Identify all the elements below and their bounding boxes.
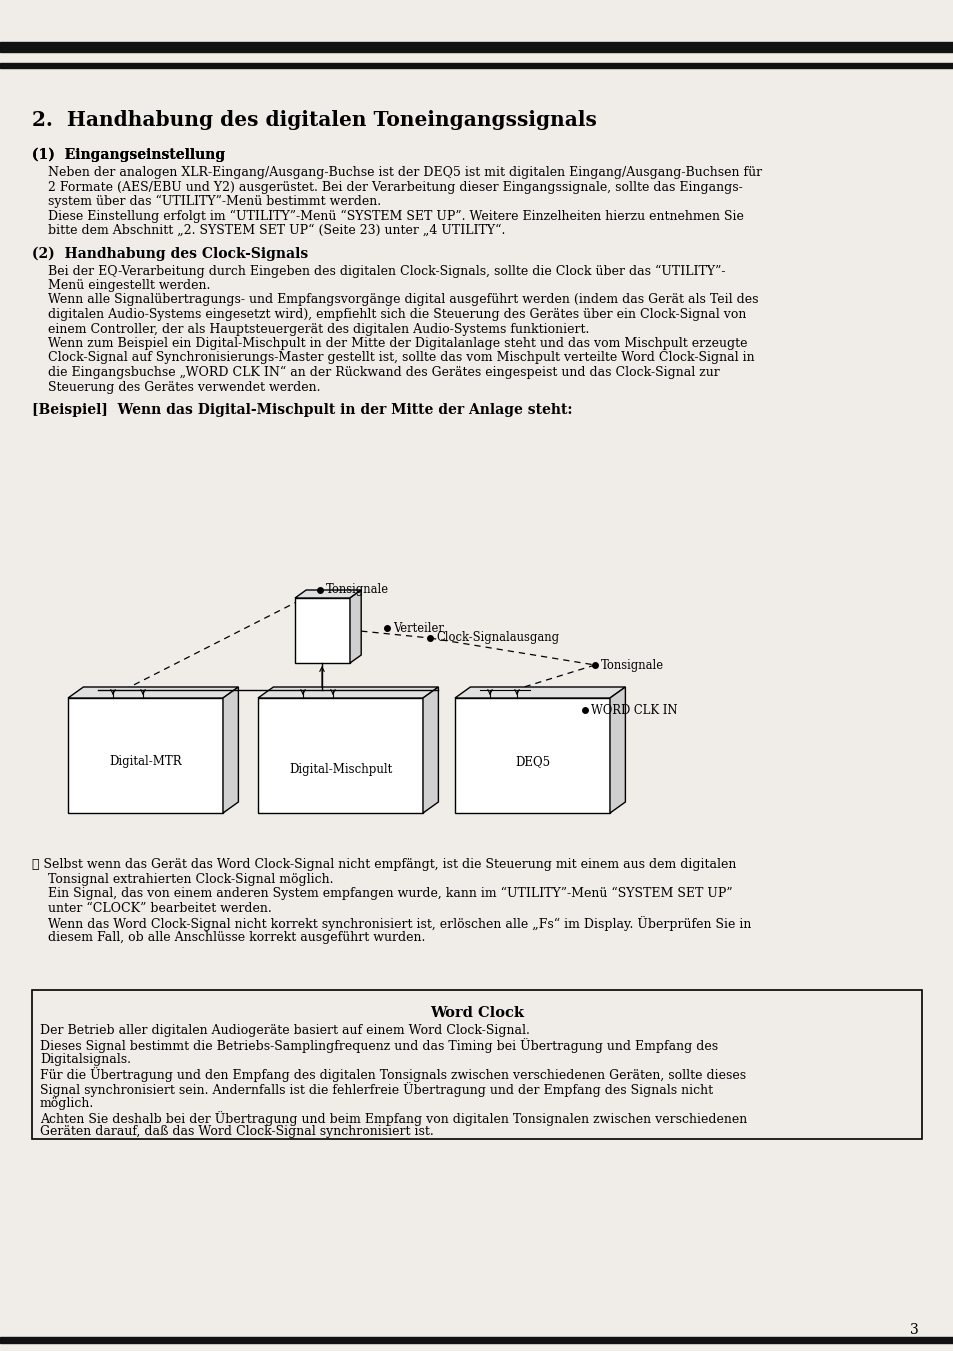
- Text: Tonsignale: Tonsignale: [600, 658, 663, 671]
- Polygon shape: [223, 688, 238, 813]
- Text: Digitalsignals.: Digitalsignals.: [40, 1052, 131, 1066]
- Text: (2)  Handhabung des Clock-Signals: (2) Handhabung des Clock-Signals: [32, 246, 308, 261]
- Text: Diese Einstellung erfolgt im “UTILITY”-Menü “SYSTEM SET UP”. Weitere Einzelheite: Diese Einstellung erfolgt im “UTILITY”-M…: [32, 209, 743, 223]
- Text: Clock-Signal auf Synchronisierungs-Master gestellt ist, sollte das vom Mischpult: Clock-Signal auf Synchronisierungs-Maste…: [32, 351, 754, 365]
- Text: ☆ Selbst wenn das Gerät das Word Clock-Signal nicht empfängt, ist die Steuerung : ☆ Selbst wenn das Gerät das Word Clock-S…: [32, 858, 736, 871]
- Polygon shape: [294, 590, 361, 598]
- Polygon shape: [257, 698, 422, 813]
- Text: Word Clock: Word Clock: [430, 1006, 523, 1020]
- Text: Wenn das Word Clock-Signal nicht korrekt synchronisiert ist, erlöschen alle „Fs“: Wenn das Word Clock-Signal nicht korrekt…: [32, 916, 751, 931]
- Polygon shape: [257, 688, 438, 698]
- Bar: [0, 1337, 953, 1343]
- Polygon shape: [68, 688, 238, 698]
- Text: Digital-MTR: Digital-MTR: [109, 755, 182, 767]
- Text: Tonsignale: Tonsignale: [326, 584, 389, 597]
- Text: WORD CLK IN: WORD CLK IN: [590, 704, 677, 716]
- Text: Neben der analogen XLR-Eingang/Ausgang-Buchse ist der DEQ5 ist mit digitalen Ein: Neben der analogen XLR-Eingang/Ausgang-B…: [32, 166, 761, 178]
- Text: Wenn zum Beispiel ein Digital-Mischpult in der Mitte der Digitalanlage steht und: Wenn zum Beispiel ein Digital-Mischpult …: [32, 336, 747, 350]
- Text: Signal synchronisiert sein. Andernfalls ist die fehlerfreie Übertragung und der : Signal synchronisiert sein. Andernfalls …: [40, 1082, 713, 1097]
- Text: Ein Signal, das von einem anderen System empfangen wurde, kann im “UTILITY”-Menü: Ein Signal, das von einem anderen System…: [32, 888, 732, 900]
- Text: Bei der EQ-Verarbeitung durch Eingeben des digitalen Clock-Signals, sollte die C: Bei der EQ-Verarbeitung durch Eingeben d…: [32, 265, 724, 278]
- Bar: [32, 990, 921, 1139]
- Text: Digital-Mischpult: Digital-Mischpult: [289, 763, 392, 775]
- Text: (1)  Eingangseinstellung: (1) Eingangseinstellung: [32, 149, 225, 162]
- Text: Steuerung des Gerätes verwendet werden.: Steuerung des Gerätes verwendet werden.: [32, 381, 320, 393]
- Text: unter “CLOCK” bearbeitet werden.: unter “CLOCK” bearbeitet werden.: [32, 901, 272, 915]
- Text: system über das “UTILITY”-Menü bestimmt werden.: system über das “UTILITY”-Menü bestimmt …: [32, 195, 381, 208]
- Text: möglich.: möglich.: [40, 1097, 94, 1109]
- Polygon shape: [422, 688, 438, 813]
- Text: einem Controller, der als Hauptsteuergerät des digitalen Audio-Systems funktioni: einem Controller, der als Hauptsteuerger…: [32, 323, 589, 335]
- Text: Geräten darauf, daß das Word Clock-Signal synchronisiert ist.: Geräten darauf, daß das Word Clock-Signa…: [40, 1125, 434, 1139]
- Text: Für die Übertragung und den Empfang des digitalen Tonsignals zwischen verschiede: Für die Übertragung und den Empfang des …: [40, 1067, 745, 1082]
- Text: Menü eingestellt werden.: Menü eingestellt werden.: [32, 280, 211, 292]
- Polygon shape: [68, 698, 223, 813]
- Text: 3: 3: [909, 1323, 918, 1337]
- Text: bitte dem Abschnitt „2. SYSTEM SET UP“ (Seite 23) unter „4 UTILITY“.: bitte dem Abschnitt „2. SYSTEM SET UP“ (…: [32, 224, 505, 236]
- Text: Wenn alle Signalübertragungs- und Empfangsvorgänge digital ausgeführt werden (in: Wenn alle Signalübertragungs- und Empfan…: [32, 293, 758, 307]
- Text: 2.  Handhabung des digitalen Toneingangssignals: 2. Handhabung des digitalen Toneingangss…: [32, 109, 597, 130]
- Text: die Eingangsbuchse „WORD CLK IN“ an der Rückwand des Gerätes eingespeist und das: die Eingangsbuchse „WORD CLK IN“ an der …: [32, 366, 719, 380]
- Text: [Beispiel]  Wenn das Digital-Mischpult in der Mitte der Anlage steht:: [Beispiel] Wenn das Digital-Mischpult in…: [32, 403, 572, 417]
- Text: Clock-Signalausgang: Clock-Signalausgang: [436, 631, 558, 644]
- Text: Verteiler: Verteiler: [393, 621, 443, 635]
- Text: digitalen Audio-Systems eingesetzt wird), empfiehlt sich die Steuerung des Gerät: digitalen Audio-Systems eingesetzt wird)…: [32, 308, 745, 322]
- Text: (1)  Eingangseinstellung: (1) Eingangseinstellung: [32, 149, 225, 162]
- Text: DEQ5: DEQ5: [515, 755, 550, 767]
- Polygon shape: [294, 598, 350, 663]
- Bar: [0, 42, 953, 51]
- Text: 2 Formate (AES/EBU und Y2) ausgerüstet. Bei der Verarbeitung dieser Eingangssign: 2 Formate (AES/EBU und Y2) ausgerüstet. …: [32, 181, 742, 193]
- Polygon shape: [455, 698, 609, 813]
- Polygon shape: [455, 688, 625, 698]
- Bar: [0, 63, 953, 68]
- Text: diesem Fall, ob alle Anschlüsse korrekt ausgeführt wurden.: diesem Fall, ob alle Anschlüsse korrekt …: [32, 931, 425, 943]
- Polygon shape: [350, 590, 361, 663]
- Text: Der Betrieb aller digitalen Audiogeräte basiert auf einem Word Clock-Signal.: Der Betrieb aller digitalen Audiogeräte …: [40, 1024, 529, 1038]
- Text: Tonsignal extrahierten Clock-Signal möglich.: Tonsignal extrahierten Clock-Signal mögl…: [32, 873, 334, 885]
- Text: Dieses Signal bestimmt die Betriebs-Samplingfrequenz und das Timing bei Übertrag: Dieses Signal bestimmt die Betriebs-Samp…: [40, 1039, 718, 1054]
- Polygon shape: [609, 688, 625, 813]
- Text: Achten Sie deshalb bei der Übertragung und beim Empfang von digitalen Tonsignale: Achten Sie deshalb bei der Übertragung u…: [40, 1111, 746, 1125]
